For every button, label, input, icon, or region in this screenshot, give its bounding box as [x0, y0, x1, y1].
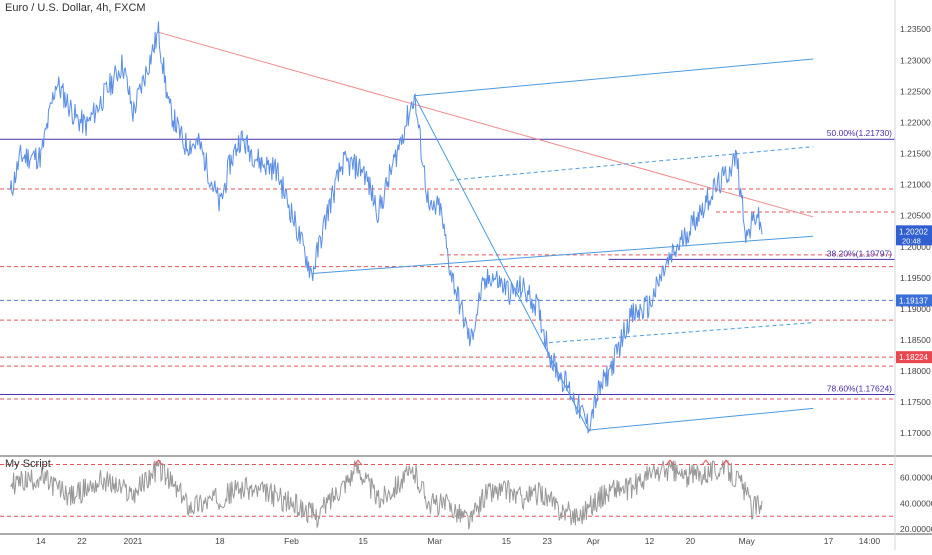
price-tick-label: 1.20000	[900, 242, 931, 252]
indicator-title: My Script	[5, 458, 51, 470]
indicator-tick-label: 60.00000	[900, 472, 932, 482]
time-tick-label: 17	[824, 536, 834, 546]
time-tick-label: 22	[77, 536, 87, 546]
overbought-mark	[721, 459, 731, 466]
overbought-mark	[665, 459, 675, 466]
overbought-mark	[701, 459, 711, 466]
indicator-tick-label: 20.00000	[900, 524, 932, 534]
trendline	[414, 58, 814, 97]
time-tick-label: 14:00	[859, 536, 881, 546]
countdown-label: 20:48	[902, 236, 921, 245]
time-tick-label: 15	[358, 536, 368, 546]
trendline	[311, 235, 814, 274]
overbought-mark	[353, 459, 363, 466]
fib-level-label: 50.00%(1.21730)	[827, 128, 892, 138]
horizontal-levels	[0, 138, 895, 400]
price-badge	[896, 294, 932, 307]
price-tick-label: 1.23500	[900, 24, 931, 34]
time-tick-label: 12	[645, 536, 655, 546]
current-price-badge	[896, 225, 932, 246]
price-tick-label: 1.19500	[900, 273, 931, 283]
trendline	[542, 322, 814, 344]
time-tick-label: 23	[542, 536, 552, 546]
trendlines	[158, 31, 814, 431]
overbought-mark	[154, 459, 163, 466]
trendline	[158, 31, 814, 218]
time-tick-label: 15	[502, 536, 512, 546]
price-tick-label: 1.22000	[900, 117, 931, 127]
price-tick-label: 1.23000	[900, 55, 931, 65]
time-tick-label: 20	[686, 536, 696, 546]
time-tick-label: 14	[36, 536, 46, 546]
chart-title: Euro / U.S. Dollar, 4h, FXCM	[5, 2, 146, 14]
price-badge-label: 1.19137	[899, 296, 928, 305]
price-tick-label: 1.18500	[900, 335, 931, 345]
time-tick-label: May	[739, 536, 756, 546]
time-tick-label: Feb	[284, 536, 299, 546]
price-tick-label: 1.19000	[900, 304, 931, 314]
price-tick-label: 1.17500	[900, 397, 931, 407]
price-badge	[896, 351, 932, 364]
trendline	[450, 146, 814, 181]
price-tick-label: 1.18000	[900, 366, 931, 376]
fib-level-label: 78.60%(1.17624)	[827, 383, 892, 393]
price-tick-label: 1.20500	[900, 211, 931, 221]
price-tick-label: 1.21000	[900, 180, 931, 190]
time-tick-label: Apr	[587, 536, 600, 546]
trendline	[588, 407, 814, 431]
time-tick-label: Mar	[427, 536, 442, 546]
fib-level-label: 38.20%(1.19797)	[827, 248, 892, 258]
price-line	[9, 21, 763, 434]
time-tick-label: 2021	[124, 536, 143, 546]
indicator-pane: 60.00000 40.00000 20.00000	[0, 459, 932, 534]
price-badge-label: 1.18224	[899, 353, 928, 362]
current-price-label: 1.20202	[899, 227, 928, 236]
indicator-line	[10, 459, 763, 530]
price-tick-label: 1.21500	[900, 149, 931, 159]
indicator-tick-label: 40.00000	[900, 498, 932, 508]
price-series	[9, 21, 763, 434]
price-tick-label: 1.17000	[900, 428, 931, 438]
level-labels: 50.00%(1.21730) 38.20%(1.19797) 78.60%(1.1…	[827, 128, 932, 393]
price-tick-label: 1.22500	[900, 86, 931, 96]
time-tick-label: 18	[215, 536, 225, 546]
